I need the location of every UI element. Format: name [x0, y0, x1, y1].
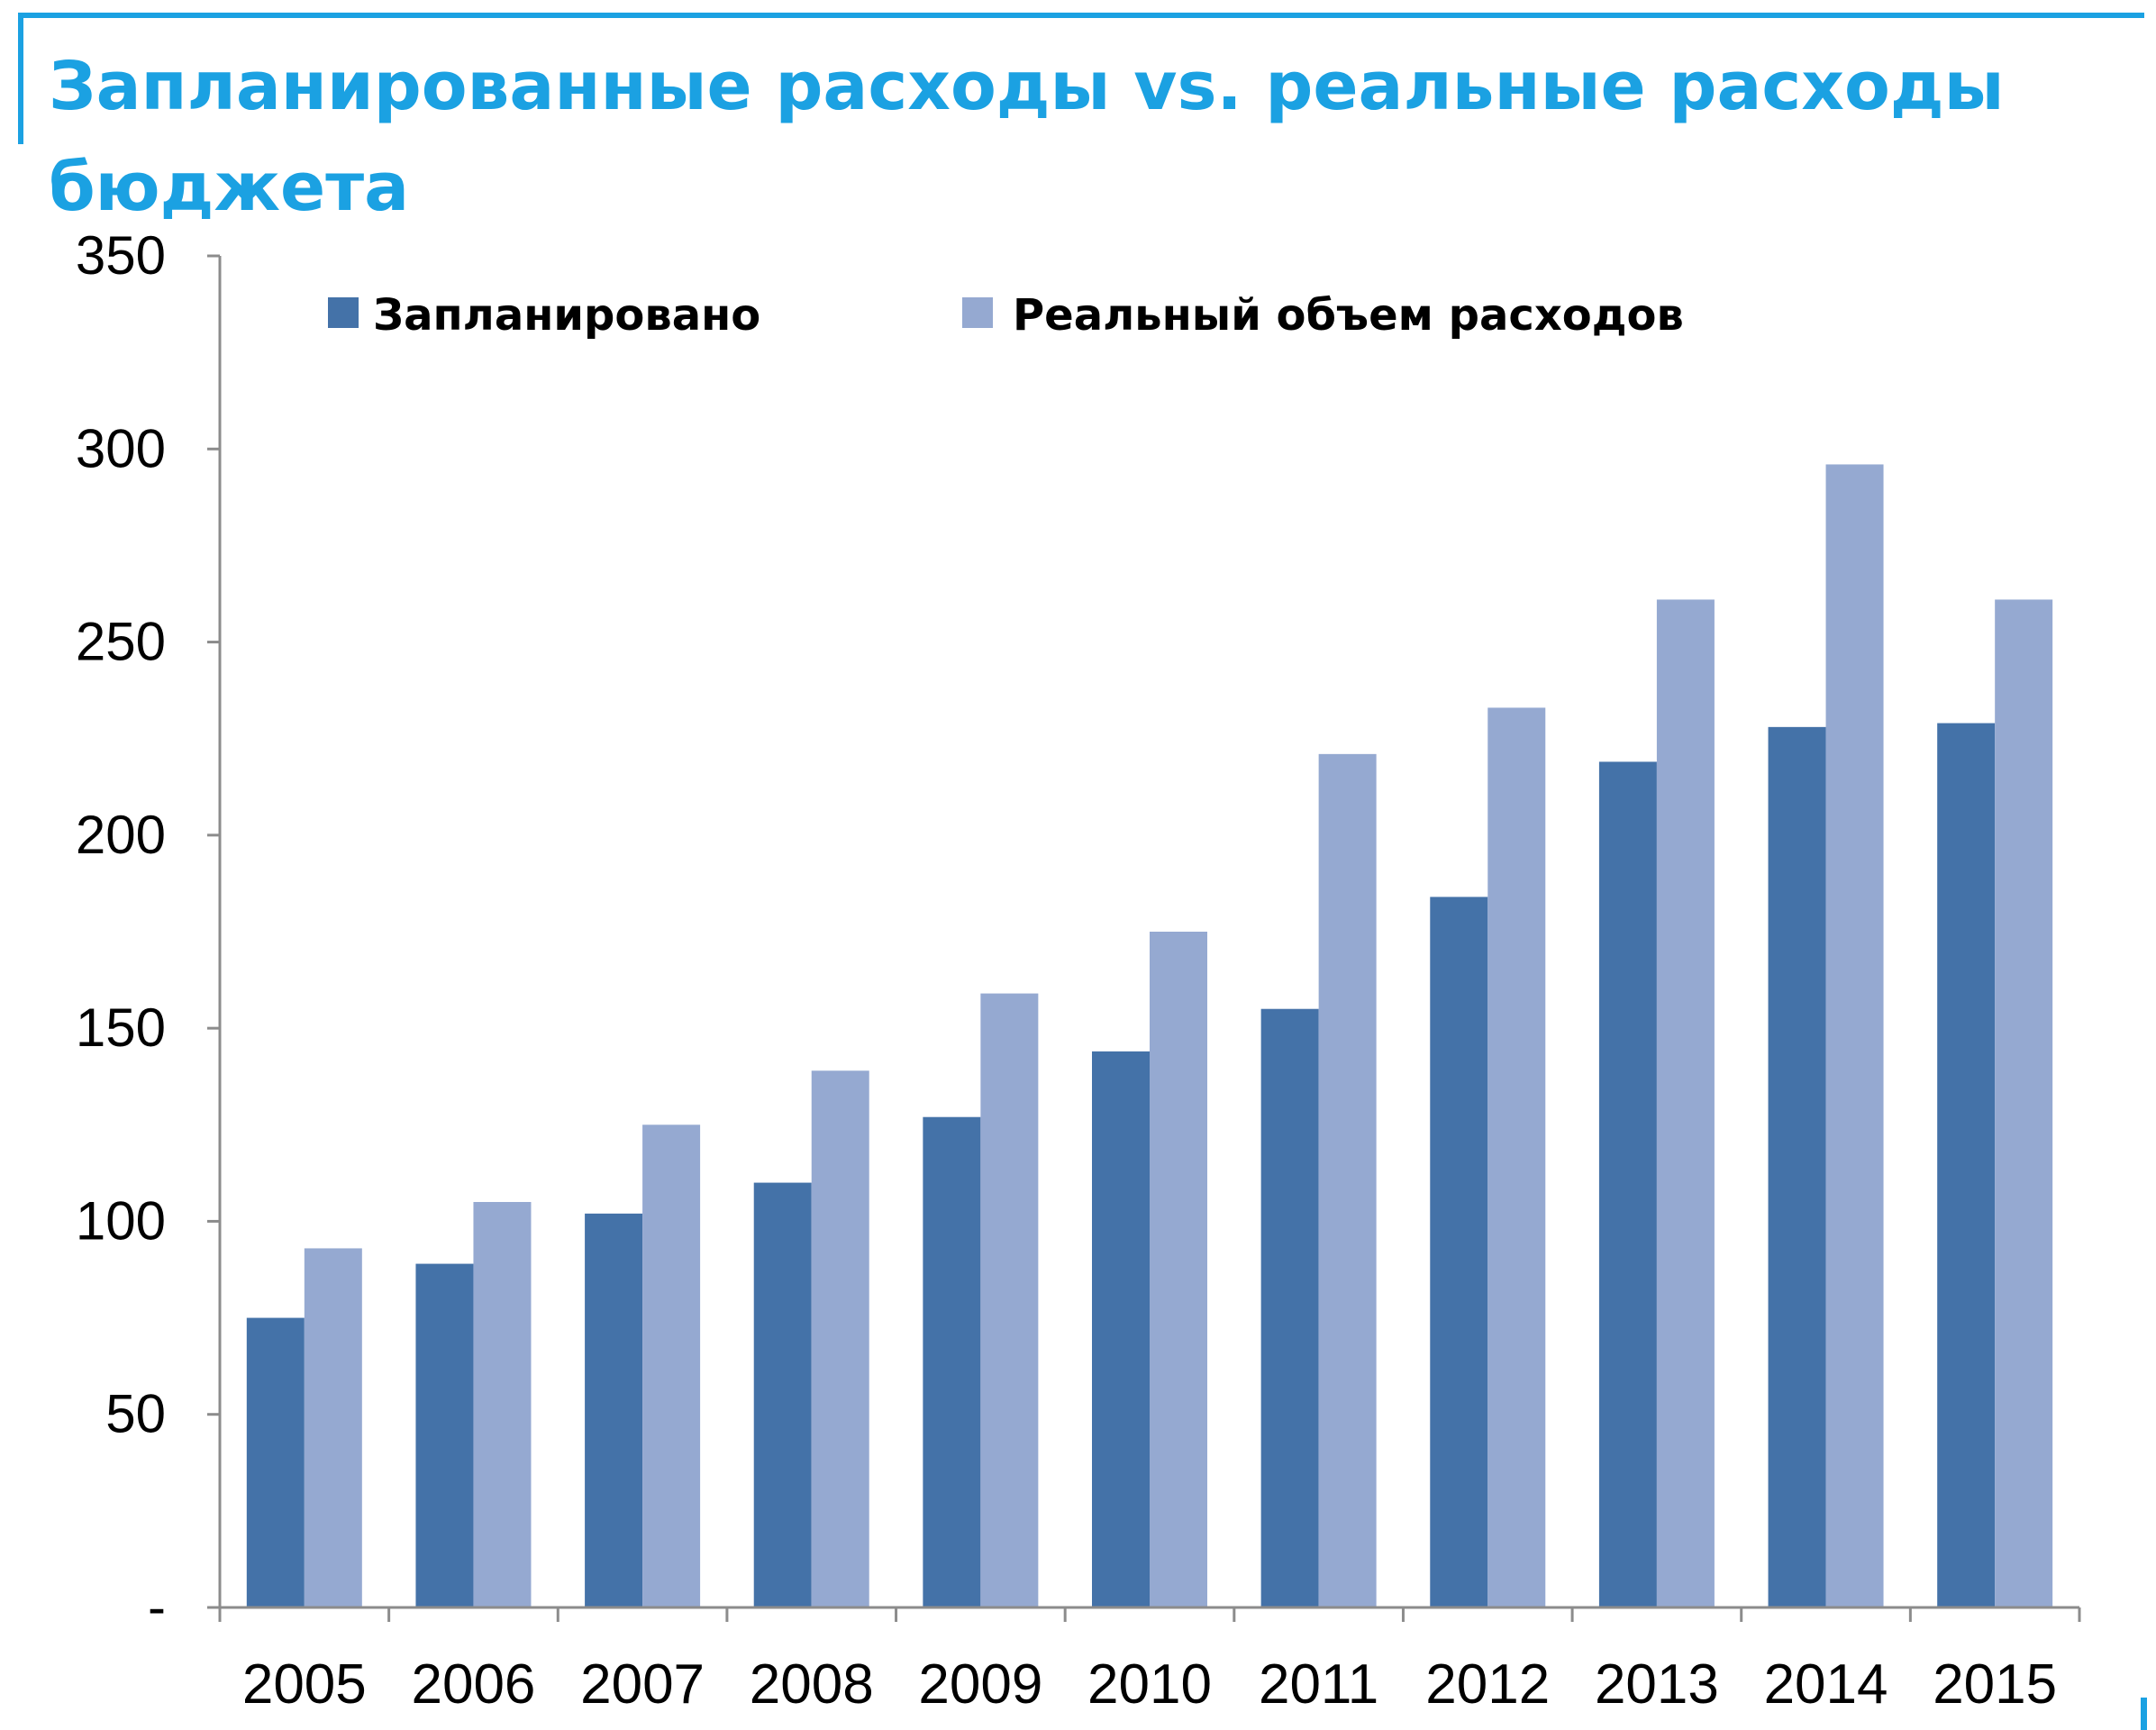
bar-actual-2007: [642, 1124, 701, 1607]
bar-actual-2005: [304, 1248, 362, 1607]
x-tick-label-2007: 2007: [580, 1653, 705, 1716]
x-tick-label-2015: 2015: [1933, 1653, 2057, 1716]
bar-actual-2015: [1995, 599, 2053, 1607]
legend-label-planned: Запланировано: [373, 290, 760, 341]
bar-planned-2013: [1598, 761, 1657, 1607]
bar-planned-2015: [1937, 723, 1996, 1607]
bars-layer: [246, 464, 2053, 1607]
bar-actual-2012: [1487, 707, 1546, 1607]
chart-title: Запланированные расходы vs. реальные рас…: [49, 48, 2005, 226]
x-tick-label-2012: 2012: [1425, 1653, 1550, 1716]
x-tick-label-2010: 2010: [1087, 1653, 1212, 1716]
y-tick-label-350: 350: [76, 225, 166, 286]
x-tick-label-2006: 2006: [411, 1653, 535, 1716]
y-tick-label-0: -: [148, 1577, 166, 1637]
y-tick-label-100: 100: [76, 1190, 166, 1251]
bar-actual-2006: [473, 1202, 532, 1607]
bar-actual-2008: [811, 1070, 869, 1607]
legend-swatch-planned: [328, 297, 359, 328]
bar-planned-2005: [246, 1317, 305, 1607]
legend: Запланировано Реальный объем расходов: [328, 290, 1684, 341]
y-tick-label-150: 150: [76, 997, 166, 1058]
legend-swatch-actual: [962, 297, 993, 328]
x-tick-label-2009: 2009: [918, 1653, 1042, 1716]
axes-layer: 2005 2006 2007 2008 2009 2010 2011 2012 2013 2014…: [76, 225, 2081, 1716]
bar-actual-2011: [1318, 753, 1377, 1607]
bar-planned-2011: [1260, 1008, 1319, 1607]
bar-planned-2006: [415, 1263, 474, 1607]
x-tick-label-2011: 2011: [1259, 1653, 1378, 1716]
y-tick-label-250: 250: [76, 612, 166, 672]
bar-actual-2010: [1150, 932, 1207, 1607]
bar-planned-2008: [753, 1182, 812, 1607]
y-tick-label-200: 200: [76, 805, 166, 865]
x-tick-label-2008: 2008: [750, 1653, 874, 1716]
x-tick-label-2014: 2014: [1764, 1653, 1888, 1716]
y-tick-label-300: 300: [76, 418, 166, 478]
bar-planned-2012: [1430, 897, 1488, 1607]
x-tick-label-2013: 2013: [1595, 1653, 1719, 1716]
bar-planned-2010: [1092, 1051, 1150, 1607]
x-tick-label-2005: 2005: [242, 1653, 367, 1716]
bar-actual-2014: [1825, 464, 1884, 1607]
y-tick-label-50: 50: [105, 1384, 166, 1444]
bar-planned-2009: [923, 1116, 981, 1607]
title-frame-top-border: [18, 13, 2144, 18]
bar-planned-2014: [1768, 726, 1826, 1607]
title-frame-left-border: [18, 13, 23, 144]
bar-actual-2013: [1656, 599, 1715, 1607]
corner-decoration: [2141, 1698, 2147, 1730]
bar-planned-2007: [585, 1213, 643, 1607]
legend-label-actual: Реальный объем расходов: [1013, 290, 1684, 341]
bar-actual-2009: [980, 993, 1039, 1607]
